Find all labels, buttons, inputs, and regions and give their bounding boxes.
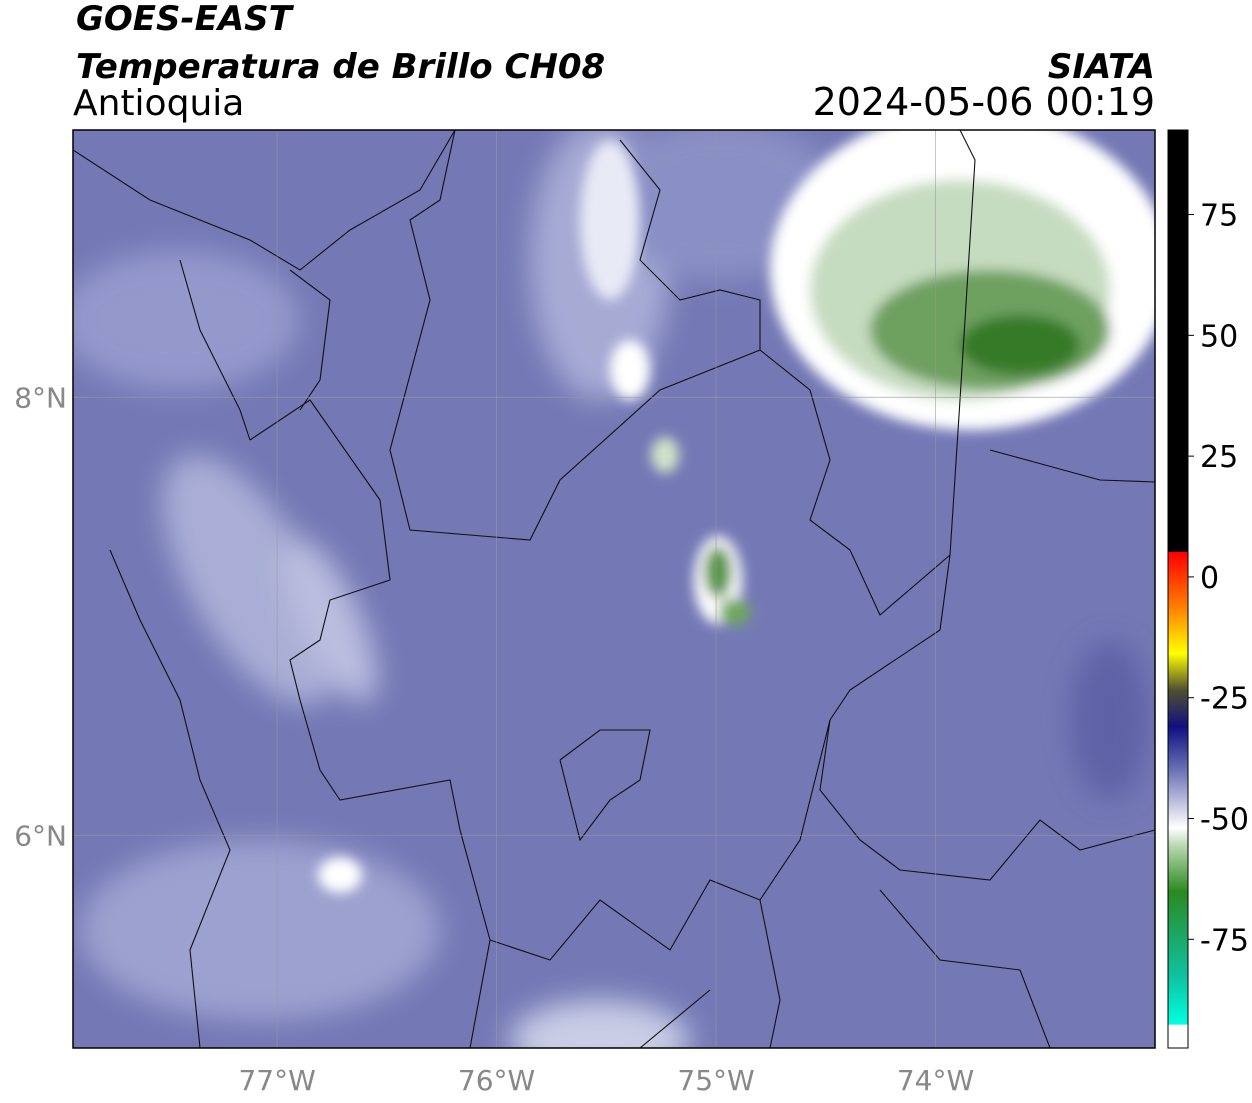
y-tick-label: 6°N bbox=[14, 819, 67, 852]
colorbar-tick-label: 75 bbox=[1200, 199, 1238, 234]
colorbar-tick-label: -75 bbox=[1200, 923, 1249, 958]
x-tick-label: 75°W bbox=[677, 1064, 754, 1097]
x-tick-label: 74°W bbox=[897, 1064, 974, 1097]
colorbar-tick-label: 25 bbox=[1200, 440, 1238, 475]
y-tick-label: 8°N bbox=[14, 381, 67, 414]
colorbar-tick-label: 0 bbox=[1200, 561, 1219, 596]
subtitle: Temperatura de Brillo CH08 bbox=[76, 47, 605, 87]
source: SIATA bbox=[1048, 47, 1155, 87]
colorbar-tick-label: 50 bbox=[1200, 319, 1238, 354]
timestamp: 2024-05-06 00:19 bbox=[813, 80, 1155, 124]
x-tick-label: 76°W bbox=[458, 1064, 535, 1097]
colorbar-tick-label: -50 bbox=[1200, 803, 1249, 838]
map-image bbox=[73, 130, 1155, 1048]
x-tick-label: 77°W bbox=[238, 1064, 315, 1097]
map-frame bbox=[72, 129, 1156, 1049]
region: Antioquia bbox=[73, 83, 244, 124]
title: GOES-EAST bbox=[76, 0, 295, 39]
colorbar bbox=[1167, 129, 1189, 1049]
colorbar-tick-label: -25 bbox=[1200, 682, 1249, 717]
